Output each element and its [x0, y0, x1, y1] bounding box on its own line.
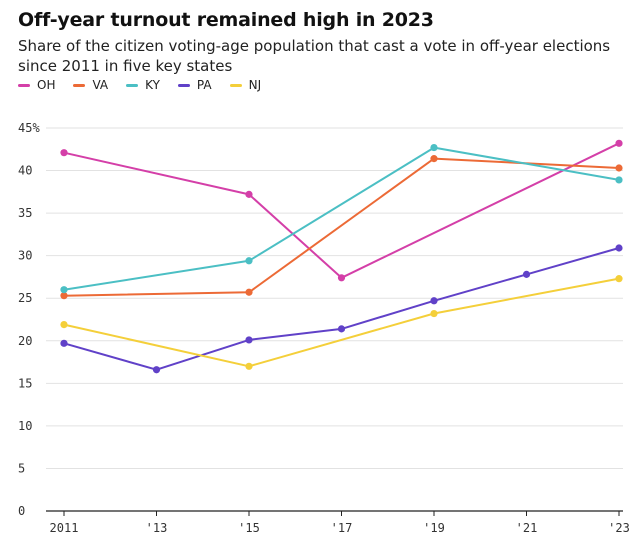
legend-swatch-ky — [126, 83, 139, 87]
x-tick-label-2011: 2011 — [50, 521, 79, 535]
y-tick-label-15: 15 — [18, 376, 32, 390]
y-tick-label-45: 45% — [18, 121, 40, 135]
point-va-2015 — [245, 288, 253, 296]
point-pa-2013 — [152, 366, 161, 374]
legend-item-nj: NJ — [229, 78, 262, 92]
y-tick-label-10: 10 — [18, 419, 32, 433]
point-pa-2017 — [337, 325, 346, 333]
series-line-ky — [63, 146, 620, 291]
point-ky-2023 — [615, 176, 623, 184]
legend-label-oh: OH — [37, 78, 56, 92]
point-va-2011 — [60, 292, 68, 300]
chart-title: Off-year turnout remained high in 2023 — [18, 9, 434, 31]
y-tick-label-0: 0 — [18, 504, 25, 518]
chart-legend: OH VA KY PA NJ — [18, 78, 261, 92]
point-nj-2023 — [615, 275, 623, 283]
x-tick-label-2015: '15 — [238, 521, 260, 535]
y-tick-label-40: 40 — [18, 164, 32, 178]
point-nj-2015 — [245, 362, 253, 370]
legend-item-pa: PA — [177, 78, 212, 92]
point-ky-2019 — [430, 143, 438, 152]
legend-label-va: VA — [92, 78, 109, 92]
y-tick-label-25: 25 — [18, 291, 32, 305]
series-oh — [60, 139, 623, 282]
series-ky — [60, 143, 623, 294]
point-pa-2015 — [245, 336, 253, 344]
point-pa-2023 — [615, 244, 623, 252]
grid-layer — [46, 127, 623, 512]
point-oh-2015 — [245, 190, 253, 198]
x-tick-label-2019: '19 — [423, 521, 445, 535]
x-tick-label-2013: '13 — [146, 521, 168, 535]
point-ky-2011 — [60, 286, 68, 294]
point-oh-2011 — [60, 149, 68, 157]
y-tick-label-35: 35 — [18, 206, 32, 220]
y-tick-label-5: 5 — [18, 461, 25, 475]
point-nj-2019 — [430, 309, 438, 318]
series-layer — [60, 139, 623, 374]
point-oh-2023 — [615, 139, 623, 147]
chart-header: Off-year turnout remained high in 2023 S… — [18, 8, 628, 76]
legend-item-oh: OH — [18, 78, 55, 92]
legend-swatch-oh — [18, 83, 30, 87]
point-oh-2017 — [337, 274, 346, 282]
chart-subtitle: Share of the citizen voting-age populati… — [18, 37, 611, 75]
legend-label-pa: PA — [196, 78, 212, 92]
legend-item-ky: KY — [126, 78, 160, 92]
point-ky-2015 — [245, 257, 253, 265]
legend-label-ky: KY — [145, 78, 160, 92]
series-line-nj — [63, 277, 620, 368]
axis-layer: 0 5 10 15 20 25 30 35 40 45% 2011 '13 '15 '17 '19 '21 '2… — [18, 121, 630, 535]
series-line-pa — [63, 247, 620, 371]
y-tick-label-20: 20 — [18, 334, 32, 348]
series-line-oh — [63, 142, 620, 279]
legend-label-nj: NJ — [248, 78, 262, 92]
point-nj-2011 — [60, 321, 68, 329]
legend-item-va: VA — [73, 78, 108, 92]
point-pa-2011 — [60, 339, 68, 347]
x-tick-label-2017: '17 — [331, 521, 353, 535]
series-nj — [60, 275, 623, 370]
legend-swatch-va — [73, 83, 86, 87]
point-va-2019 — [430, 155, 438, 163]
point-va-2023 — [615, 164, 623, 172]
y-tick-label-30: 30 — [18, 249, 32, 263]
legend-swatch-pa — [177, 83, 190, 87]
point-pa-2021 — [522, 270, 531, 278]
legend-swatch-nj — [229, 83, 242, 87]
series-pa — [60, 244, 623, 374]
x-tick-label-2023: '23 — [608, 521, 630, 535]
x-tick-label-2021: '21 — [516, 521, 538, 535]
point-pa-2019 — [430, 297, 438, 305]
